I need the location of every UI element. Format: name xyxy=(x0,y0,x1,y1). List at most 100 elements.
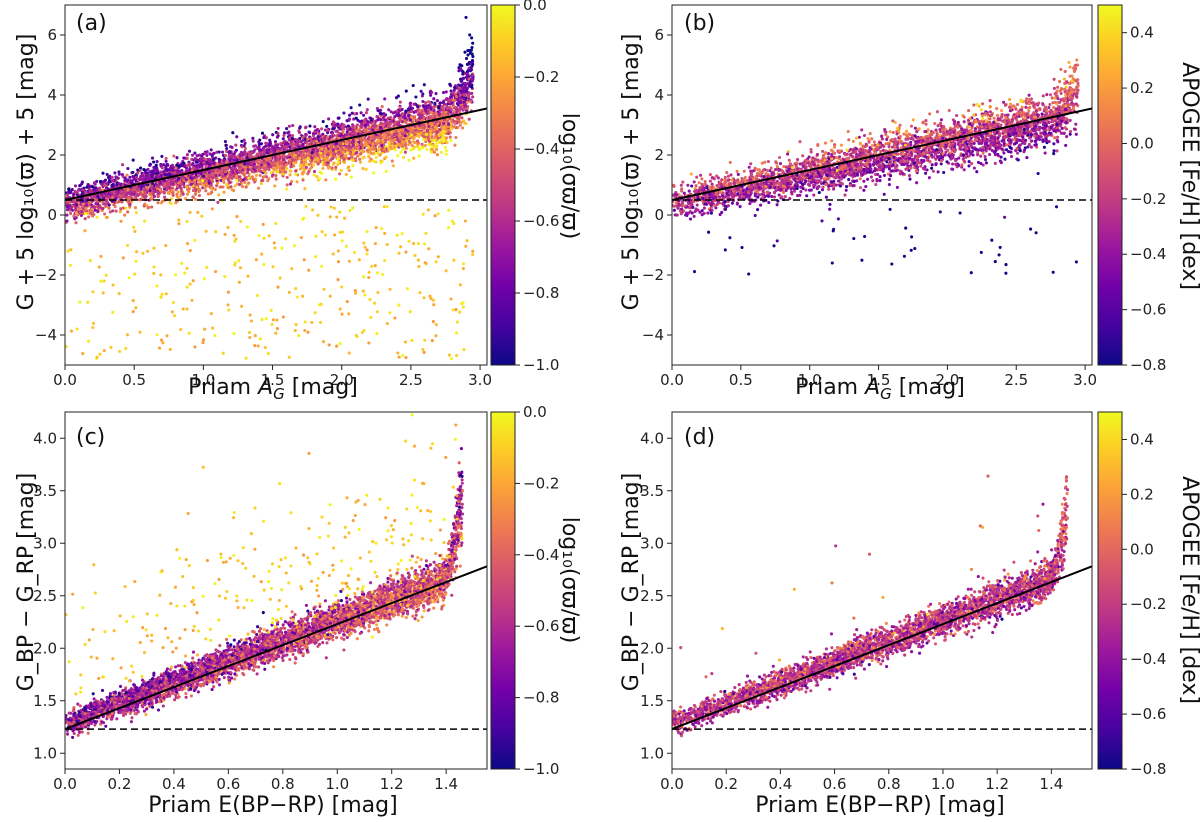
panel-a-point xyxy=(444,110,448,114)
panel-a-point xyxy=(416,241,420,246)
panel-a-point xyxy=(226,303,230,307)
panel-a-point xyxy=(330,166,334,170)
panel-a-point xyxy=(239,180,243,184)
panel-a-point xyxy=(340,239,344,243)
panel-a-point xyxy=(287,161,291,165)
panel-a-point xyxy=(399,150,403,154)
panel-a-point xyxy=(270,322,274,326)
panel-a-point xyxy=(152,271,156,275)
panel-a-point xyxy=(132,177,136,181)
panel-a-point xyxy=(67,187,71,191)
panel-a-point xyxy=(101,202,105,206)
panel-a-point xyxy=(435,153,440,157)
panel-a-point xyxy=(304,165,308,169)
panel-a-point xyxy=(336,122,340,126)
panel-a-point xyxy=(115,177,119,181)
panel-a-point xyxy=(184,169,189,173)
panel-a-point xyxy=(452,125,457,129)
panel-a-point xyxy=(245,171,250,175)
panel-a-point xyxy=(437,133,441,138)
panel-a-point xyxy=(159,190,164,194)
panel-a-point xyxy=(309,161,313,165)
panel-a-point xyxy=(159,338,164,342)
panel-a-point xyxy=(113,200,117,204)
panel-a-point xyxy=(421,212,425,216)
panel-a-point xyxy=(384,169,388,173)
panel-a-point xyxy=(449,127,453,131)
panel-a-point xyxy=(247,330,252,335)
panel-a-point xyxy=(403,119,407,123)
panel-a-point xyxy=(185,185,189,189)
panel-a-point xyxy=(321,166,325,170)
panel-a-point xyxy=(104,273,108,277)
panel-a-point xyxy=(276,131,280,136)
panel-a-point xyxy=(290,158,295,162)
panel-a-point xyxy=(226,186,231,190)
panel-a-point xyxy=(362,118,366,123)
panel-a-point xyxy=(152,160,156,164)
panel-a-point xyxy=(207,175,212,179)
panel-a-point xyxy=(209,312,213,316)
panel-a-point xyxy=(393,115,397,119)
panel-a-point xyxy=(445,106,449,111)
panel-a-point xyxy=(191,279,195,283)
panel-a-point xyxy=(264,136,268,140)
panel-a-point xyxy=(188,249,192,253)
panel-a-point xyxy=(254,177,258,182)
panel-a-point xyxy=(360,122,364,126)
panel-a-point xyxy=(389,115,393,119)
panel-a-point xyxy=(263,345,267,350)
panel-a-point xyxy=(224,149,229,153)
panel-a-point xyxy=(160,154,164,158)
panel-a-point xyxy=(261,169,266,173)
panel-a-point xyxy=(185,307,189,311)
panel-a-point xyxy=(204,189,208,193)
panel-a-point xyxy=(124,346,128,351)
panel-a-point xyxy=(187,186,192,191)
panel-a-point xyxy=(259,151,263,155)
panel-a-point xyxy=(316,134,320,139)
panel-a-point xyxy=(389,110,393,114)
panel-a-point xyxy=(398,117,402,122)
panel-a-point xyxy=(117,200,121,204)
panel-a-point xyxy=(133,229,137,233)
panel-a-point xyxy=(287,355,291,359)
panel-a-point xyxy=(463,81,467,85)
panel-a-point xyxy=(353,112,357,116)
panel-a-point xyxy=(149,191,153,195)
panel-a-point xyxy=(302,258,306,262)
panel-a-point xyxy=(275,327,280,331)
panel-a-point xyxy=(274,177,278,181)
panel-a-point xyxy=(294,287,298,291)
panel-a-point xyxy=(253,144,258,148)
panel-a-point xyxy=(202,183,206,187)
panel-a-point xyxy=(69,190,73,194)
panel-a-point xyxy=(308,124,312,128)
panel-a-point xyxy=(401,155,406,159)
panel-a-point xyxy=(350,111,354,115)
panel-a-point xyxy=(319,134,323,138)
panel-a-point xyxy=(88,259,92,263)
panel-a-point xyxy=(372,171,376,175)
panel-a-point xyxy=(422,126,427,130)
panel-a-point xyxy=(88,201,92,205)
panel-a-point xyxy=(285,167,289,171)
panel-a-point xyxy=(296,138,300,142)
panel-a-point xyxy=(344,133,349,137)
panel-a-point xyxy=(294,160,298,164)
panel-a-point xyxy=(230,167,234,171)
panel-a-point xyxy=(287,124,291,128)
panel-a-point xyxy=(221,179,225,183)
panel-a-point xyxy=(103,212,107,216)
panel-a-point xyxy=(208,152,212,156)
panel-a-point xyxy=(149,173,154,177)
panel-a-point xyxy=(373,241,377,246)
panel-a-point xyxy=(282,145,287,149)
panel-a-point xyxy=(420,142,424,146)
panel-a-point xyxy=(323,233,327,237)
panel-a-point xyxy=(83,217,87,221)
panel-a-point xyxy=(126,166,130,171)
panel-a-point xyxy=(243,180,247,184)
panel-a-point xyxy=(95,188,99,193)
panel-a-point xyxy=(69,248,73,252)
